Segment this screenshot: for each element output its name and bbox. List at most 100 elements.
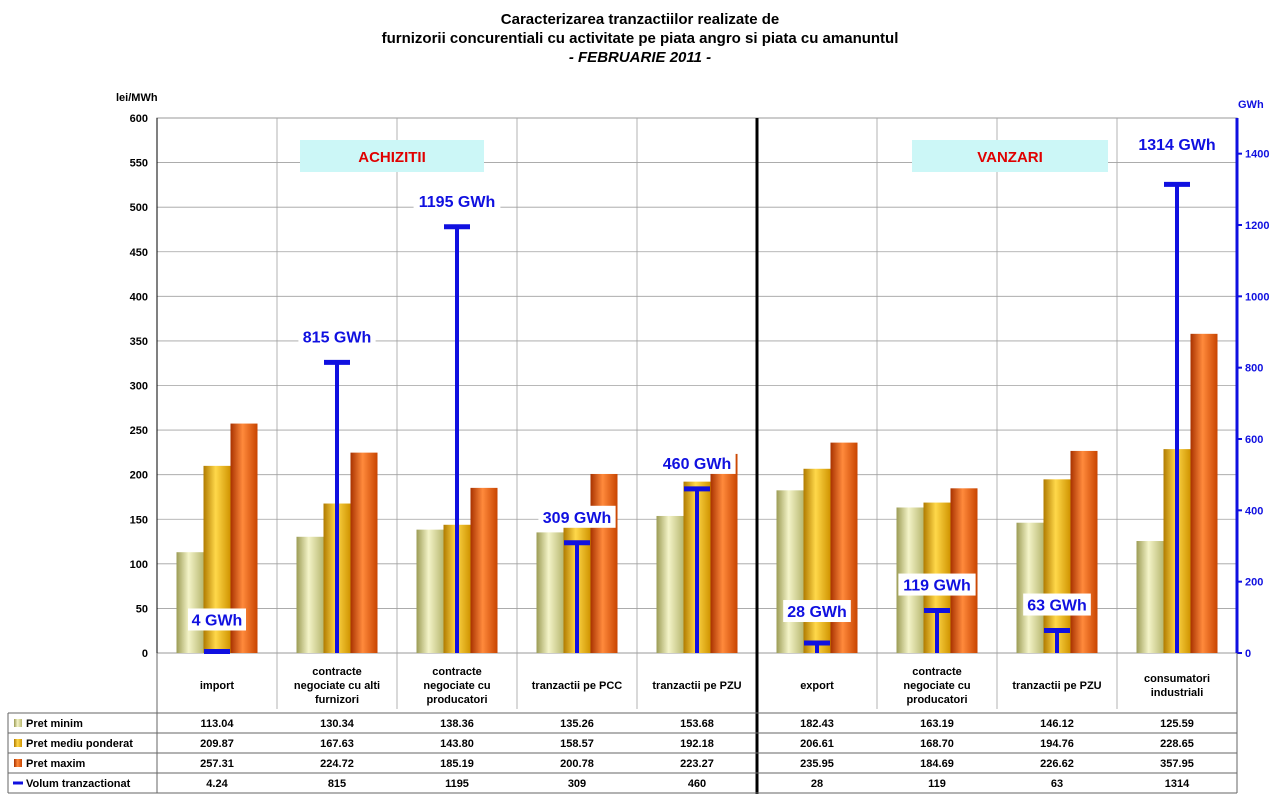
table-cell: 185.19 <box>440 758 474 770</box>
y-tick-label: 550 <box>130 158 148 170</box>
y-tick-label: 150 <box>130 514 148 526</box>
volume-label-bg <box>783 600 851 623</box>
data-table: import contracte negociate cu alti furnizor… <box>7 653 1238 794</box>
y-right-tick-label: 600 <box>1245 434 1263 446</box>
legend-swatch <box>14 719 22 727</box>
table-cell: 200.78 <box>560 758 594 770</box>
volume-label: 309 GWh <box>543 510 611 527</box>
y-axis-right-label: GWh <box>1238 99 1264 111</box>
bar-0 <box>176 552 204 653</box>
table-cell: 28 <box>811 778 823 790</box>
legend-entry: Pret maxim <box>26 758 86 770</box>
x-category-label: contracte <box>312 666 362 678</box>
table-cell: 228.65 <box>1160 738 1194 750</box>
table-cell: 168.70 <box>920 738 954 750</box>
legend-entry: Pret minim <box>26 718 83 730</box>
y-axis-left-label: lei/MWh <box>116 92 158 104</box>
volume-label-bg <box>658 451 736 474</box>
y-right-tick-label: 1400 <box>1245 149 1269 161</box>
y-axis-left-ticks: 0 50 100 150 200 250 300 350 400 450 500 550 600 <box>130 113 148 660</box>
y-right-tick-label: 1200 <box>1245 220 1269 232</box>
bar-2 <box>1070 450 1098 653</box>
x-category-label: tranzactii pe PZU <box>1012 680 1101 692</box>
table-cell: 226.62 <box>1040 758 1074 770</box>
title-line-2: furnizorii concurentiali cu activitate p… <box>382 30 899 47</box>
y-right-tick-label: 800 <box>1245 363 1263 375</box>
y-tick-label: 400 <box>130 291 148 303</box>
bar-1 <box>1043 479 1071 653</box>
x-category-label: industriali <box>1151 687 1204 699</box>
legend-swatch <box>14 739 22 747</box>
x-category-label: furnizori <box>315 694 359 706</box>
volume-label-bg <box>1023 593 1091 616</box>
y-right-tick-label: 0 <box>1245 648 1251 660</box>
table-cell: 63 <box>1051 778 1063 790</box>
table-cell: 309 <box>568 778 586 790</box>
table-cell: 235.95 <box>800 758 834 770</box>
table-cell: 163.19 <box>920 718 954 730</box>
volume-label-bg <box>298 325 376 348</box>
table-cell: 192.18 <box>680 738 714 750</box>
section-achizitii-label: ACHIZITII <box>358 149 426 166</box>
table-cell: 167.63 <box>320 738 354 750</box>
volume-label: 1195 GWh <box>419 194 495 211</box>
table-cell: 223.27 <box>680 758 714 770</box>
bar-1 <box>803 468 831 653</box>
title-line-1: Caracterizarea tranzactiilor realizate d… <box>501 11 779 28</box>
y-tick-label: 350 <box>130 336 148 348</box>
volume-markers <box>204 181 1190 654</box>
x-category-label: tranzactii pe PZU <box>652 680 741 692</box>
x-category-label: negociate cu alti <box>294 680 380 692</box>
table-cell: 184.69 <box>920 758 954 770</box>
x-category-label: contracte <box>912 666 962 678</box>
volume-label-bg <box>413 189 501 212</box>
bar-0 <box>536 532 564 653</box>
volume-label: 28 GWh <box>787 604 847 621</box>
table-cell: 153.68 <box>680 718 714 730</box>
table-cell: 4.24 <box>206 778 228 790</box>
volume-label: 63 GWh <box>1027 598 1087 615</box>
volume-label-bg <box>898 573 976 596</box>
y-tick-label: 0 <box>142 648 148 660</box>
table-cell: 143.80 <box>440 738 474 750</box>
legend-swatch <box>14 759 22 767</box>
table-cell: 194.76 <box>1040 738 1074 750</box>
bar-0 <box>416 529 444 653</box>
bar-0 <box>776 490 804 653</box>
section-vanzari: VANZARI <box>912 140 1108 172</box>
volume-label: 119 GWh <box>903 578 971 595</box>
y-right-tick-label: 200 <box>1245 577 1263 589</box>
y-tick-label: 450 <box>130 247 148 259</box>
table-cell: 1195 <box>445 778 469 790</box>
bar-2 <box>1190 333 1218 653</box>
x-category-label: tranzactii pe PCC <box>532 680 623 692</box>
y-tick-label: 300 <box>130 381 148 393</box>
bar-2 <box>470 487 498 653</box>
volume-label-bg <box>538 505 616 528</box>
volume-annotations: 4 GWh 815 GWh 1195 GWh 309 GWh 460 GWh 28 GWh… <box>188 133 1221 631</box>
table-cell: 357.95 <box>1160 758 1194 770</box>
table-cell: 460 <box>688 778 706 790</box>
table-cell: 119 <box>928 778 946 790</box>
legend-entry: Pret mediu ponderat <box>26 738 133 750</box>
bar-2 <box>350 452 378 653</box>
table-cell: 125.59 <box>1160 718 1194 730</box>
section-achizitii-box <box>300 140 484 172</box>
legend-entry: Volum tranzactionat <box>26 778 131 790</box>
x-category-label: export <box>800 680 834 692</box>
volume-label: 1314 GWh <box>1138 137 1215 154</box>
title-line-3: - FEBRUARIE 2011 - <box>569 49 711 66</box>
volume-label: 815 GWh <box>303 329 371 346</box>
table-cell: 206.61 <box>800 738 834 750</box>
table-cell: 158.57 <box>560 738 594 750</box>
volume-label-bg <box>1133 133 1221 155</box>
bar-2 <box>710 453 738 653</box>
x-category-label: contracte <box>432 666 482 678</box>
bar-0 <box>656 515 684 653</box>
bar-2 <box>590 473 618 653</box>
table-cell: 257.31 <box>200 758 234 770</box>
y-tick-label: 100 <box>130 559 148 571</box>
bar-2 <box>950 488 978 653</box>
table-cell: 130.34 <box>320 718 355 730</box>
